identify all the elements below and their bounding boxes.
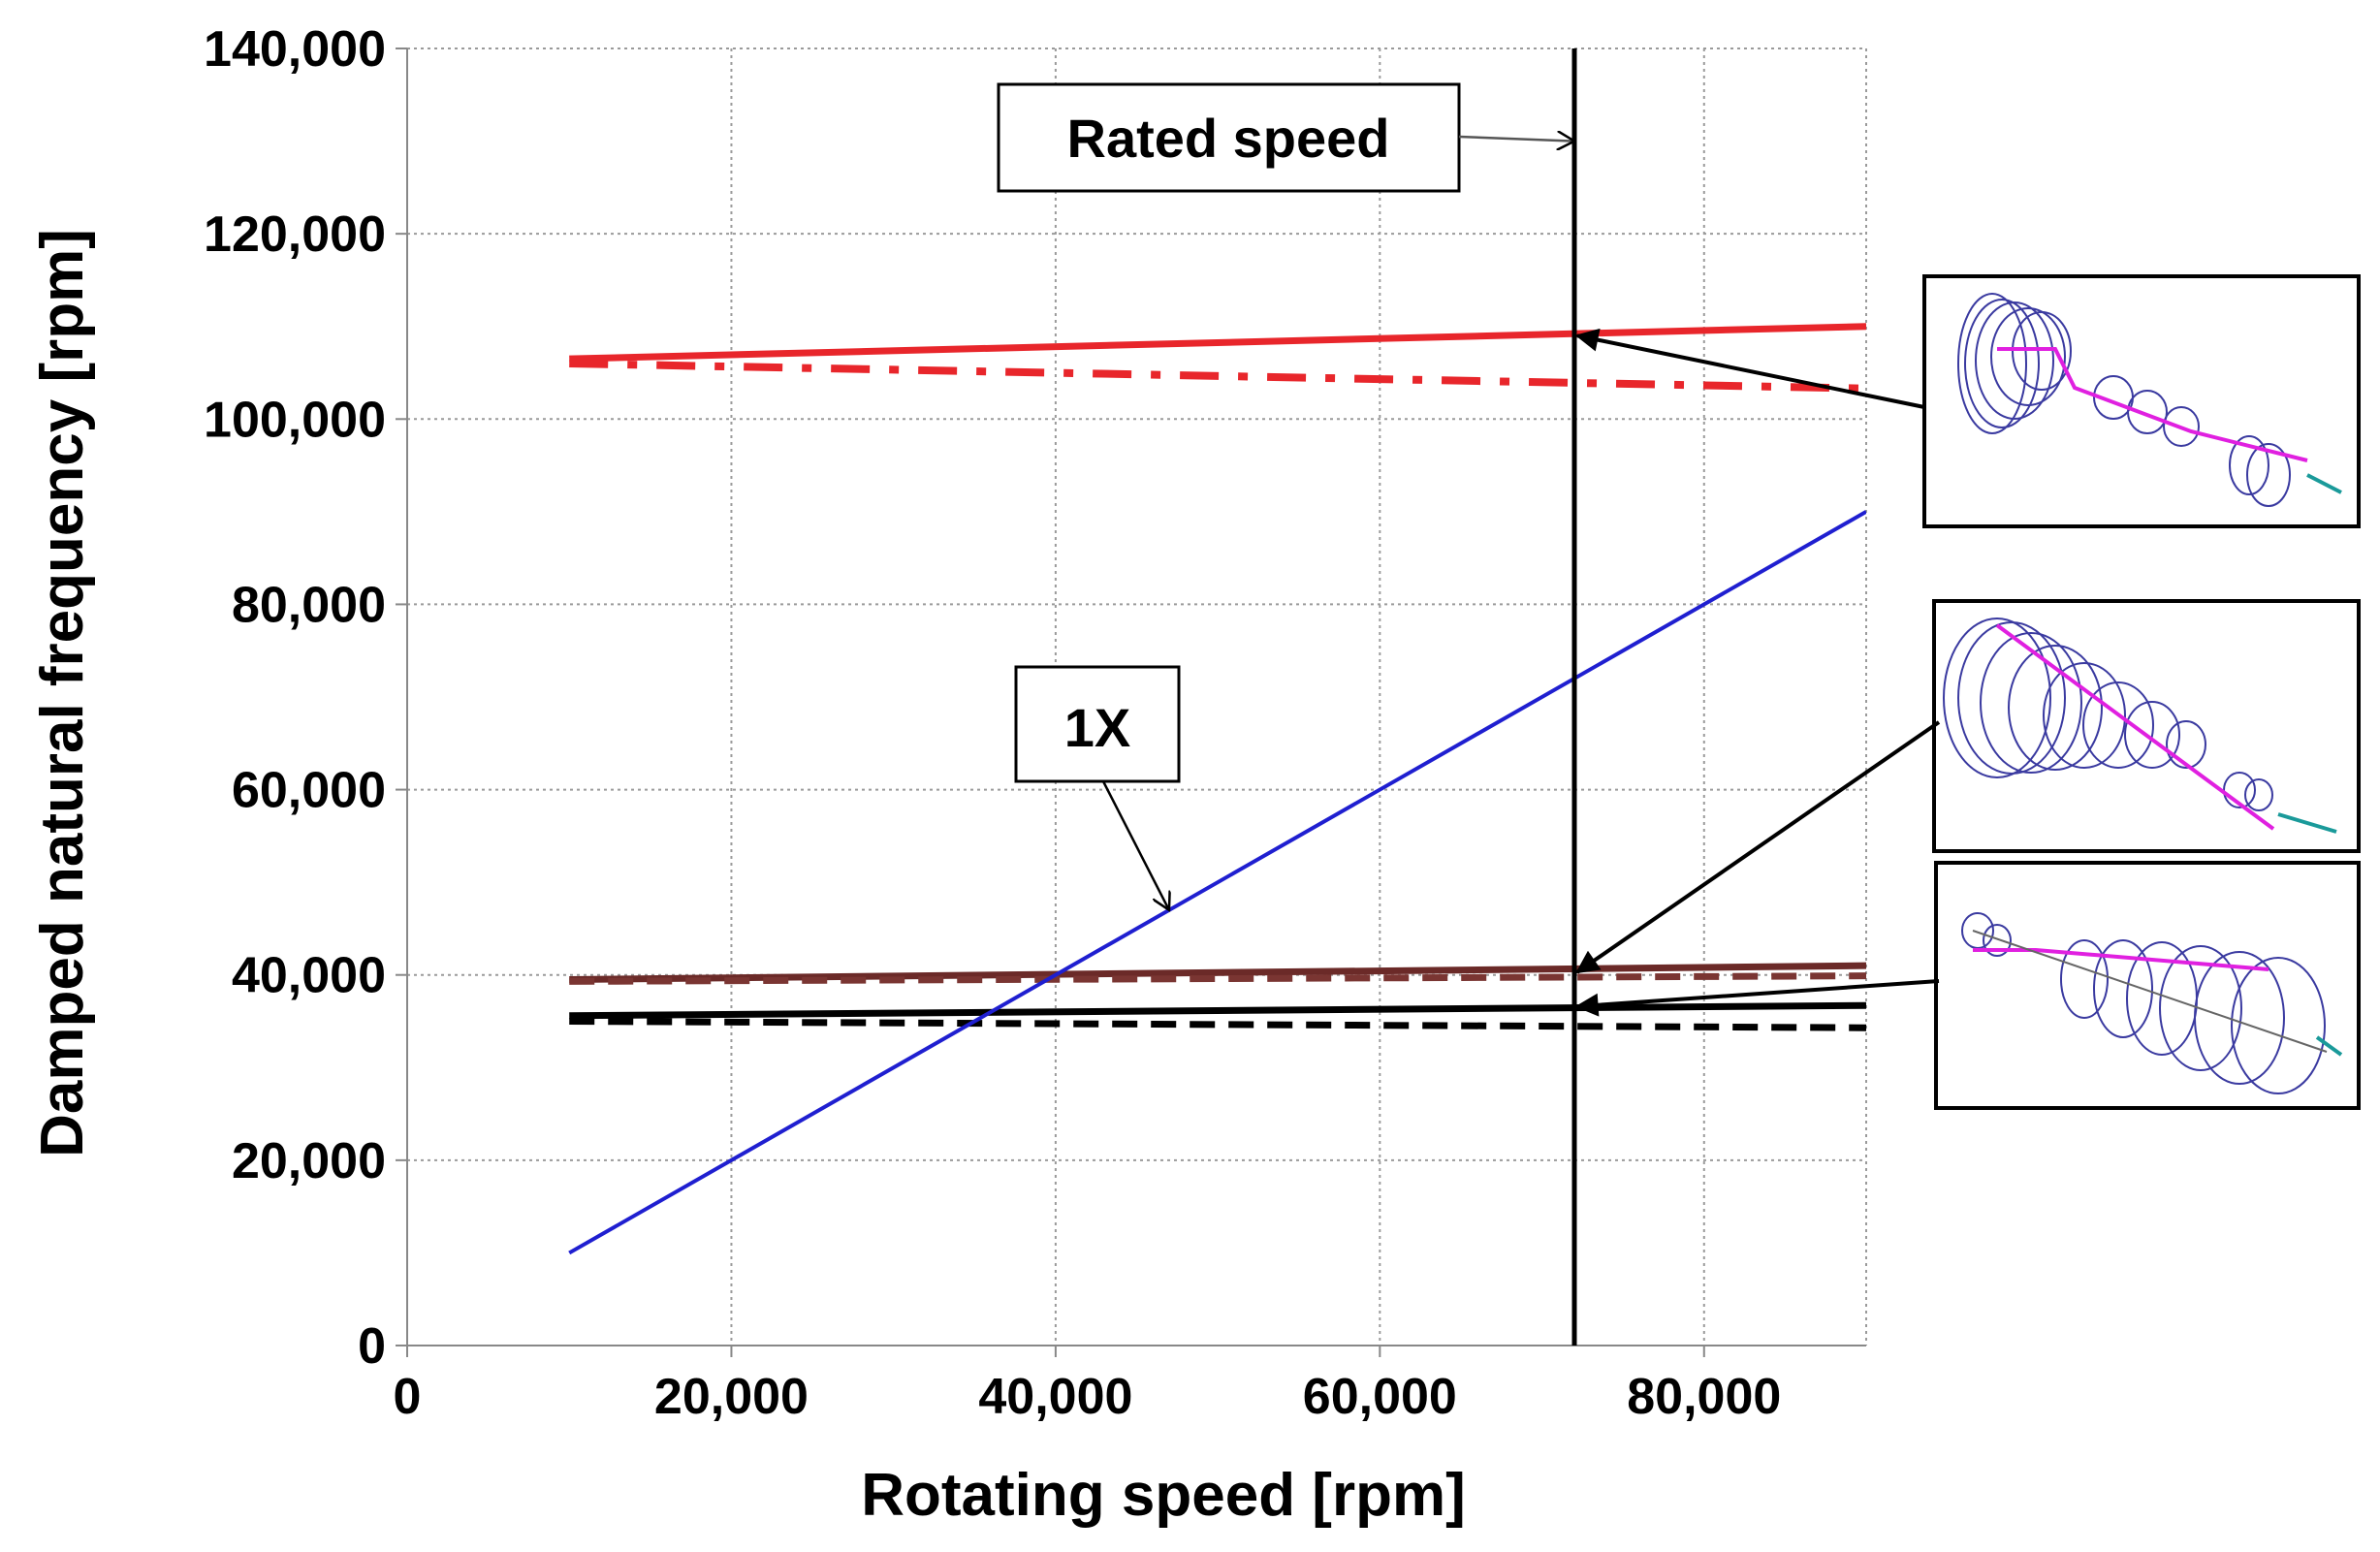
mode-shape-1-drawing [1957, 293, 2342, 507]
y-tick-label: 0 [358, 1318, 386, 1375]
x-tick-label: 40,000 [978, 1369, 1132, 1425]
tick-labels: 0 20,000 40,000 60,000 80,000 100,000 120,000 1… [204, 21, 1781, 1425]
one-x-label: 1X [1064, 697, 1131, 758]
y-tick-label: 20,000 [232, 1133, 386, 1189]
mode-2-pointer-arrow [1575, 720, 1941, 974]
mode-1-pointer-arrow [1574, 328, 1925, 409]
one-x-box [1014, 665, 1181, 783]
mode-3-pointer-arrow [1574, 979, 1940, 1017]
one-x-arrow [1101, 780, 1169, 910]
y-tick-label: 140,000 [204, 21, 386, 78]
series-line-6 [569, 1018, 1866, 1031]
y-tick-label: 100,000 [204, 392, 386, 448]
x-tick-label: 0 [394, 1369, 422, 1425]
one-x-annotation: 1X [1014, 665, 1181, 910]
mode-shape-inset-2 [1932, 599, 2361, 853]
y-tick-label: 60,000 [232, 763, 386, 819]
x-tick-label: 80,000 [1627, 1369, 1781, 1425]
y-tick-label: 80,000 [232, 577, 386, 633]
y-tick-label: 120,000 [204, 206, 386, 263]
x-tick-label: 60,000 [1303, 1369, 1457, 1425]
x-tick-label: 20,000 [654, 1369, 809, 1425]
y-axis-title: Damped natural frequency [rpm] [29, 229, 96, 1157]
x-axis-title: Rotating speed [rpm] [861, 1462, 1465, 1529]
rated-speed-arrow [1458, 137, 1574, 142]
series-line-4 [569, 972, 1866, 985]
rated-speed-label: Rated speed [1067, 108, 1390, 169]
mode-shape-inset-3 [1934, 861, 2361, 1110]
mode-shape-2-drawing [1943, 618, 2337, 834]
y-tick-label: 40,000 [232, 948, 386, 1004]
mode-shape-3-drawing [1961, 912, 2343, 1094]
rated-speed-annotation: Rated speed [997, 82, 1574, 193]
series-line-1 [569, 323, 1866, 363]
series-layer [568, 323, 1866, 1255]
series-line-7 [568, 510, 1866, 1255]
series-line-5 [569, 1001, 1866, 1020]
mode-shape-inset-1 [1922, 274, 2361, 528]
series-line-2 [569, 359, 1866, 393]
